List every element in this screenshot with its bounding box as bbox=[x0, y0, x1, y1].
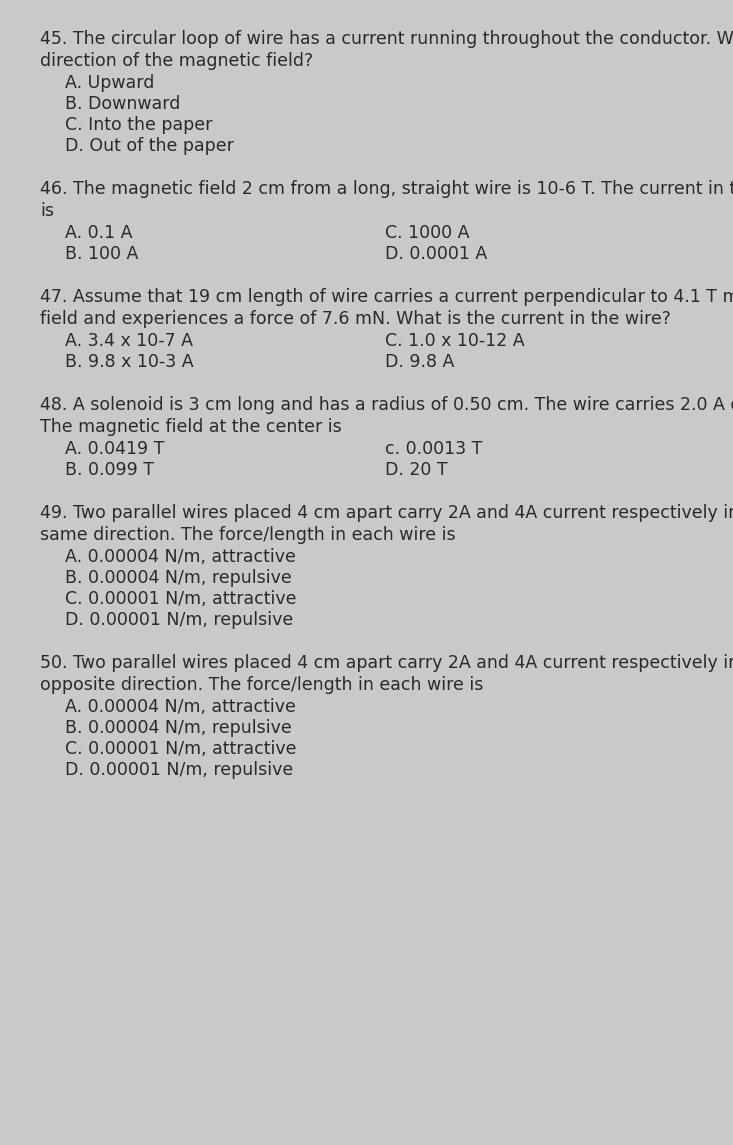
Text: A. 0.0419 T: A. 0.0419 T bbox=[65, 440, 164, 458]
Text: A. 0.1 A: A. 0.1 A bbox=[65, 224, 133, 242]
Text: A. Upward: A. Upward bbox=[65, 74, 155, 92]
Text: D. 20 T: D. 20 T bbox=[385, 461, 448, 479]
Text: C. 1000 A: C. 1000 A bbox=[385, 224, 470, 242]
Text: B. 9.8 x 10-3 A: B. 9.8 x 10-3 A bbox=[65, 353, 194, 371]
Text: same direction. The force/length in each wire is: same direction. The force/length in each… bbox=[40, 526, 456, 544]
Text: B. 0.00004 N/m, repulsive: B. 0.00004 N/m, repulsive bbox=[65, 719, 292, 737]
Text: C. 1.0 x 10-12 A: C. 1.0 x 10-12 A bbox=[385, 332, 525, 350]
Text: 47. Assume that 19 cm length of wire carries a current perpendicular to 4.1 T ma: 47. Assume that 19 cm length of wire car… bbox=[40, 289, 733, 306]
Text: C. 0.00001 N/m, attractive: C. 0.00001 N/m, attractive bbox=[65, 590, 297, 608]
Text: 45. The circular loop of wire has a current running throughout the conductor. Wh: 45. The circular loop of wire has a curr… bbox=[40, 30, 733, 48]
Text: is: is bbox=[40, 202, 54, 220]
Text: A. 3.4 x 10-7 A: A. 3.4 x 10-7 A bbox=[65, 332, 193, 350]
Text: c. 0.0013 T: c. 0.0013 T bbox=[385, 440, 482, 458]
Text: 50. Two parallel wires placed 4 cm apart carry 2A and 4A current respectively in: 50. Two parallel wires placed 4 cm apart… bbox=[40, 654, 733, 672]
Text: 48. A solenoid is 3 cm long and has a radius of 0.50 cm. The wire carries 2.0 A : 48. A solenoid is 3 cm long and has a ra… bbox=[40, 396, 733, 414]
Text: B. 0.00004 N/m, repulsive: B. 0.00004 N/m, repulsive bbox=[65, 569, 292, 587]
Text: B. 100 A: B. 100 A bbox=[65, 245, 139, 263]
Text: B. Downward: B. Downward bbox=[65, 95, 180, 113]
Text: 49. Two parallel wires placed 4 cm apart carry 2A and 4A current respectively in: 49. Two parallel wires placed 4 cm apart… bbox=[40, 504, 733, 522]
Text: 46. The magnetic field 2 cm from a long, straight wire is 10-6 T. The current in: 46. The magnetic field 2 cm from a long,… bbox=[40, 180, 733, 198]
Text: D. 0.00001 N/m, repulsive: D. 0.00001 N/m, repulsive bbox=[65, 761, 293, 779]
Text: field and experiences a force of 7.6 mN. What is the current in the wire?: field and experiences a force of 7.6 mN.… bbox=[40, 310, 671, 327]
Text: D. 9.8 A: D. 9.8 A bbox=[385, 353, 454, 371]
Text: The magnetic field at the center is: The magnetic field at the center is bbox=[40, 418, 342, 436]
Text: D. 0.00001 N/m, repulsive: D. 0.00001 N/m, repulsive bbox=[65, 611, 293, 629]
Text: opposite direction. The force/length in each wire is: opposite direction. The force/length in … bbox=[40, 676, 483, 694]
Text: B. 0.099 T: B. 0.099 T bbox=[65, 461, 154, 479]
Text: C. Into the paper: C. Into the paper bbox=[65, 116, 213, 134]
Text: A. 0.00004 N/m, attractive: A. 0.00004 N/m, attractive bbox=[65, 698, 296, 716]
Text: C. 0.00001 N/m, attractive: C. 0.00001 N/m, attractive bbox=[65, 740, 297, 758]
Text: D. 0.0001 A: D. 0.0001 A bbox=[385, 245, 487, 263]
Text: A. 0.00004 N/m, attractive: A. 0.00004 N/m, attractive bbox=[65, 548, 296, 566]
Text: direction of the magnetic field?: direction of the magnetic field? bbox=[40, 52, 313, 70]
Text: D. Out of the paper: D. Out of the paper bbox=[65, 137, 234, 155]
